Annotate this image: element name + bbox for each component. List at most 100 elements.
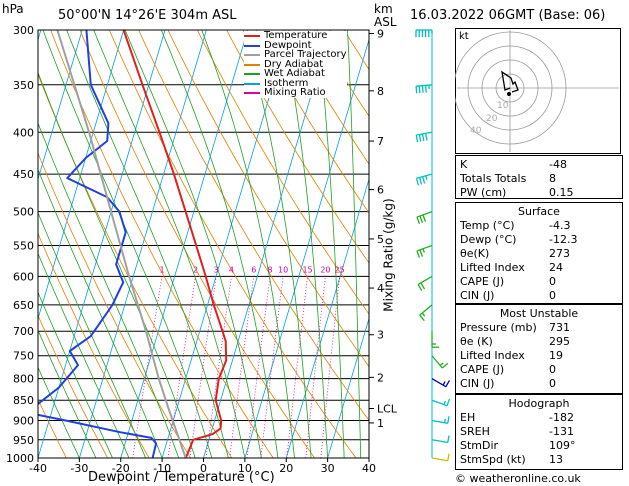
legend-swatch: [244, 92, 260, 94]
isotherm-line: [38, 30, 83, 181]
wet-adiabat-line: [38, 291, 113, 458]
wet-adiabat-line: [160, 30, 279, 458]
wind-barb: [431, 435, 450, 444]
pressure-tick-label: 1000: [6, 452, 34, 465]
km-tick-label: 7: [377, 135, 384, 148]
wind-barb: [431, 398, 451, 407]
pressure-tick-label: 650: [13, 299, 34, 312]
panel-row-key: EH: [460, 411, 476, 424]
hodograph-ring-label: 10: [497, 101, 509, 111]
dry-adiabat-line: [226, 30, 369, 264]
mixing-ratio-label: 6: [251, 265, 256, 274]
legend-item: Wet Adiabat: [244, 69, 347, 79]
mixing-ratio-label: 25: [335, 265, 345, 274]
legend-swatch: [244, 54, 260, 56]
wet-adiabat-line: [38, 366, 80, 458]
isotherm-line: [203, 30, 331, 458]
parcel-trajectory-line: [56, 30, 187, 458]
temp-tick-label: 40: [362, 462, 376, 475]
dry-adiabat-line: [50, 30, 274, 458]
wind-barb: [431, 416, 450, 424]
wet-adiabat-line: [93, 30, 246, 458]
surface-panel: Surface Temp (°C) -4.3 Dewp (°C) -12.3 θe(K) 2…: [455, 202, 623, 304]
pressure-tick-label: 850: [13, 394, 34, 407]
hodograph-ring-label: 40: [470, 126, 482, 136]
temperature-line: [122, 30, 228, 458]
dry-adiabat-line: [284, 30, 369, 165]
pressure-tick-label: 700: [13, 325, 34, 338]
km-tick-label: 1: [377, 417, 384, 430]
panel-row: Temp (°C) -4.3: [460, 219, 618, 233]
temp-tick-label: -20: [112, 462, 130, 475]
dewpoint-line: [38, 30, 158, 458]
panel-row: Lifted Index 19: [460, 349, 618, 363]
legend-swatch: [244, 63, 260, 66]
panel-row: StmSpd (kt) 13: [460, 453, 618, 467]
km-tick-label: 2: [377, 371, 384, 384]
panel-row: SREH -131: [460, 425, 618, 439]
isotherm-line: [120, 30, 249, 458]
panel-row-key: CIN (J): [460, 289, 495, 302]
panel-row-value: 13: [549, 453, 563, 466]
panel-row: θe(K) 273: [460, 247, 618, 261]
mixing-ratio-line: [205, 276, 232, 458]
footer-credit: © weatheronline.co.uk: [455, 472, 581, 485]
datetime-title: 16.03.2022 06GMT (Base: 06): [410, 8, 606, 23]
wet-adiabat-line: [38, 211, 146, 458]
panel-row: CIN (J) 0: [460, 377, 618, 391]
wet-adiabat-line: [347, 30, 362, 458]
wet-adiabat-line: [38, 71, 196, 458]
temp-tick-label: 0: [200, 462, 207, 475]
dry-adiabat-line: [38, 152, 191, 458]
panel-title: Surface: [518, 205, 560, 218]
panel-row-value: -4.3: [549, 219, 571, 232]
temp-tick-label: 30: [321, 462, 335, 475]
panel-row: Dewp (°C) -12.3: [460, 233, 618, 247]
pressure-tick-label: 350: [13, 79, 34, 92]
panel-row-key: Totals Totals: [460, 172, 527, 185]
pressure-tick-label: 800: [13, 373, 34, 386]
panel-row-value: 0: [549, 289, 556, 302]
panel-title: Most Unstable: [499, 307, 579, 320]
wet-adiabat-line: [38, 122, 180, 458]
pressure-tick-label: 450: [13, 168, 34, 181]
panel-row-key: Temp (°C): [460, 219, 515, 232]
hodograph-unit-label: kt: [459, 31, 469, 42]
wind-barb: [431, 331, 440, 348]
panel-row-key: Dewp (°C): [460, 233, 517, 246]
temp-tick-label: 20: [279, 462, 293, 475]
wet-adiabat-line: [243, 30, 312, 458]
indices-panel: K -48 Totals Totals 8 PW (cm) 0.15: [455, 155, 623, 199]
panel-row-value: 0.15: [549, 186, 574, 199]
legend-item: Mixing Ratio: [244, 88, 347, 98]
temp-tick-label: -10: [153, 462, 171, 475]
panel-row-key: CAPE (J): [460, 275, 505, 288]
pressure-tick-label: 750: [13, 350, 34, 363]
chart-legend: Temperature Dewpoint Parcel Trajectory Dry …: [244, 31, 347, 98]
panel-row: EH -182: [460, 411, 618, 425]
mixing-ratio-label: 3: [214, 265, 219, 274]
panel-row-value: 0: [549, 275, 556, 288]
mixing-ratio-label: 20: [320, 265, 330, 274]
km-tick-label: 3: [377, 329, 384, 342]
panel-row-key: Pressure (mb): [460, 321, 537, 334]
panel-title: Hodograph: [508, 397, 570, 410]
pressure-tick-label: 550: [13, 239, 34, 252]
km-tick-label: 8: [377, 85, 384, 98]
mixing-ratio-line: [189, 276, 217, 458]
wet-adiabat-line: [38, 252, 130, 458]
mixing-ratio-label: 10: [278, 265, 288, 274]
panel-row-key: Lifted Index: [460, 261, 525, 274]
km-tick-label: 9: [377, 28, 384, 41]
wind-barb: [431, 355, 449, 369]
mixing-ratio-label: 4: [229, 265, 234, 274]
hodograph-plot: kt 10 20 40: [455, 28, 621, 154]
pressure-tick-label: 500: [13, 206, 34, 219]
wet-adiabat-line: [282, 30, 328, 458]
panel-row: θe (K) 295: [460, 335, 618, 349]
hodograph-panel: Hodograph EH -182 SREH -131 StmDir 109° StmSpd …: [455, 394, 623, 470]
legend-label: Temperature: [264, 30, 328, 41]
dry-adiabat-line: [38, 398, 67, 458]
legend-item: Isotherm: [244, 78, 347, 88]
panel-row-key: K: [460, 158, 468, 171]
